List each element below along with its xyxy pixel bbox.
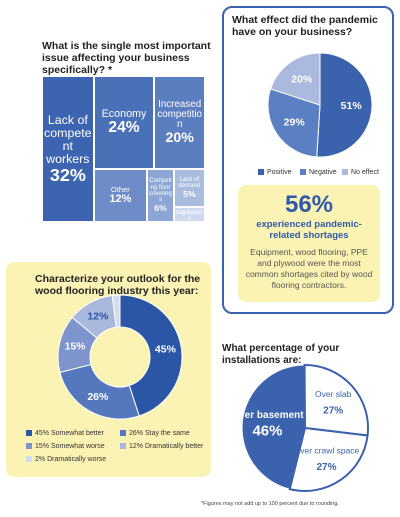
category-label: Lack of competent workers <box>44 112 92 166</box>
legend-label: 15% Somewhat worse <box>35 443 105 450</box>
legend-category: No effect <box>351 169 379 176</box>
legend-category: Stay the same <box>145 430 190 437</box>
treemap: Lack of competent workers 32% Economy 24% In… <box>42 76 205 222</box>
legend-swatch <box>26 430 32 436</box>
value-label: 12% <box>87 310 109 322</box>
slice <box>267 88 321 158</box>
legend-label: Positive <box>267 169 292 176</box>
legend-swatch <box>342 169 348 175</box>
treemap-cell: Lack of competent workers 32% <box>42 76 94 222</box>
legend-category: Dramatically better <box>145 443 204 450</box>
slice <box>119 294 183 417</box>
value-label: 32% <box>49 164 86 185</box>
slice <box>111 294 121 328</box>
legend-category: Somewhat better <box>51 430 105 437</box>
callout-text: Equipment, wood flooring, PPE and plywoo… <box>245 247 373 290</box>
value-label: 24% <box>108 119 140 137</box>
panel <box>222 6 394 314</box>
slice <box>269 52 321 106</box>
donut-title: Characterize your outlook for the wood f… <box>35 273 201 297</box>
legend-value: 2% <box>35 456 45 463</box>
value-label: 27% <box>323 405 343 416</box>
treemap-title: What is the single most important issue … <box>42 40 211 76</box>
treemap-cell: Government regulations2% <box>173 206 205 222</box>
legend-label: 12% Dramatically better <box>129 443 204 450</box>
legend-category: Negative <box>309 169 337 176</box>
callout-headline: experienced pandemic-related shortages <box>256 219 362 241</box>
category-label: Competing floor coverings <box>149 178 172 204</box>
legend-swatch <box>120 430 126 436</box>
value-label: 46% <box>252 422 282 439</box>
legend-swatch <box>258 169 264 175</box>
treemap-cell: Economy 24% <box>93 76 155 170</box>
category-label: Increased competition <box>157 98 202 131</box>
value-label: 12% <box>109 192 132 205</box>
legend-value: 26% <box>129 430 143 437</box>
legend-label: No effect <box>351 169 379 176</box>
category-label: Other <box>110 184 130 194</box>
slice <box>241 364 306 490</box>
legend-swatch <box>120 443 126 449</box>
legend-swatch <box>26 456 32 462</box>
value-label: 20% <box>165 129 194 146</box>
legend-label: Negative <box>309 169 337 176</box>
value-label: 20% <box>291 74 313 86</box>
legend-value: 12% <box>129 443 143 450</box>
legend-swatch <box>300 169 306 175</box>
value-label: 26% <box>87 391 109 403</box>
legend-category: Somewhat worse <box>51 443 105 450</box>
legend-value: 15% <box>35 443 49 450</box>
callout: 56% experienced pandemic-related shortag… <box>238 185 380 302</box>
value-label: 45% <box>155 344 177 356</box>
legend-category: Positive <box>267 169 292 176</box>
legend-swatch <box>26 443 32 449</box>
legend-label: 45% Somewhat better <box>35 430 105 437</box>
value-label: 5% <box>183 188 196 199</box>
callout-value: 56% <box>284 191 334 218</box>
category-label: Over crawl space <box>294 445 360 455</box>
value-label: 29% <box>284 116 306 128</box>
legend-label: 26% Stay the same <box>129 430 190 437</box>
legend-value: 45% <box>35 430 49 437</box>
value-label: 6% <box>154 202 167 213</box>
treemap-cell: Other 12% <box>93 169 148 222</box>
legend-category: Dramatically worse <box>47 456 106 463</box>
treemap-cell: Increased competition 20% <box>154 76 205 170</box>
treemap-cell: Competing floor coverings 6% <box>147 169 174 222</box>
value-label: 15% <box>65 341 87 353</box>
slice <box>288 426 369 492</box>
category-label: Over slab <box>315 389 352 399</box>
category-label: Lack of demand <box>178 177 201 190</box>
value-label: 51% <box>341 100 363 112</box>
category-label: Over basement <box>231 410 304 421</box>
slice <box>59 363 140 420</box>
slice <box>303 364 369 437</box>
category-label: Economy <box>101 107 147 120</box>
category-label: Government regulations <box>176 208 203 222</box>
value-label: 27% <box>316 462 336 473</box>
treemap-cell: Lack of demand 5% <box>173 169 205 207</box>
slice <box>316 52 373 158</box>
legend-label: 2% Dramatically worse <box>35 456 106 463</box>
footnote: *Figures may not add up to 100 percent d… <box>201 501 339 507</box>
pie-title: What effect did the pandemic have on you… <box>232 14 378 38</box>
pie-title: What percentage of your installations ar… <box>222 343 340 366</box>
